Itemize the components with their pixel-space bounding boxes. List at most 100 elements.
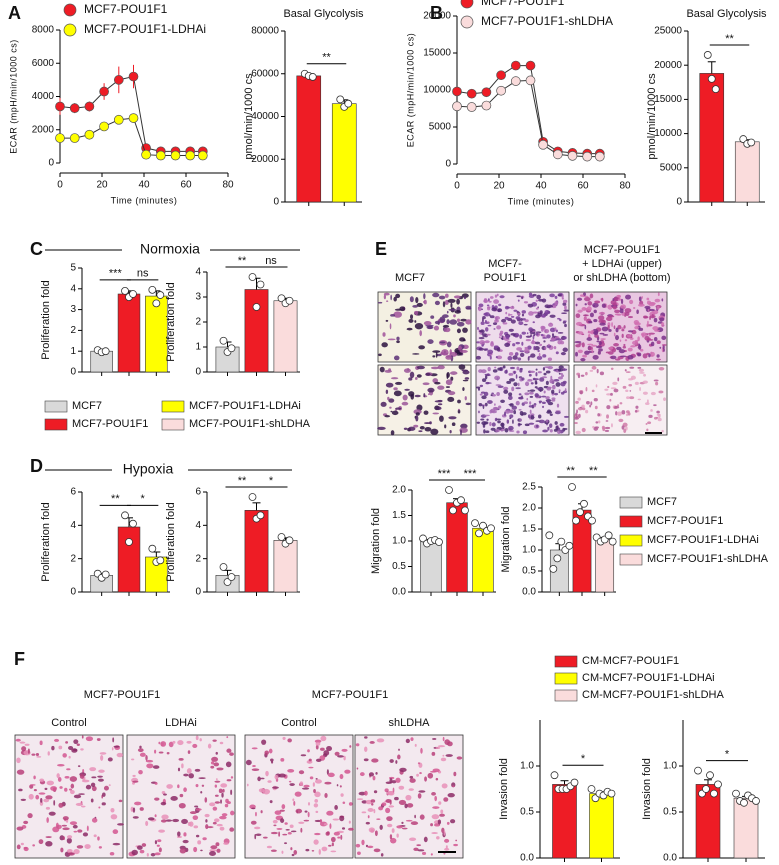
texture <box>529 409 532 414</box>
replicate-point <box>576 508 584 517</box>
y-tick-label: 0.5 <box>522 566 536 577</box>
texture <box>504 316 509 320</box>
texture <box>562 347 568 353</box>
texture <box>528 327 533 332</box>
texture <box>624 369 627 372</box>
texture <box>657 417 662 422</box>
texture <box>504 342 511 347</box>
texture <box>480 369 487 374</box>
texture <box>587 343 594 346</box>
texture <box>386 300 389 302</box>
texture <box>642 391 648 395</box>
texture <box>516 366 520 371</box>
texture <box>616 411 622 416</box>
texture <box>23 846 29 852</box>
texture <box>404 803 408 809</box>
texture <box>479 340 486 345</box>
texture <box>613 343 619 347</box>
texture <box>508 372 514 376</box>
texture <box>456 321 465 327</box>
texture <box>16 826 24 831</box>
texture <box>20 798 27 801</box>
texture <box>40 797 43 803</box>
texture <box>58 745 63 750</box>
texture <box>261 739 267 745</box>
texture <box>395 407 402 410</box>
texture <box>417 793 422 799</box>
texture <box>625 371 631 373</box>
texture <box>617 377 620 382</box>
texture <box>28 793 34 800</box>
texture <box>547 401 554 406</box>
texture <box>575 344 581 348</box>
y-tick-label: 3 <box>70 304 76 315</box>
legend-swatch <box>44 400 68 413</box>
texture <box>307 749 310 753</box>
texture <box>177 784 180 789</box>
texture <box>446 821 450 825</box>
texture <box>621 328 625 332</box>
texture <box>459 349 468 353</box>
texture <box>541 401 546 405</box>
texture <box>414 320 417 323</box>
texture <box>216 848 221 853</box>
texture <box>489 355 492 360</box>
texture <box>536 294 542 300</box>
texture <box>287 738 292 743</box>
texture <box>501 318 507 323</box>
texture <box>64 787 68 792</box>
texture <box>410 737 414 741</box>
texture <box>444 424 447 429</box>
replicate-point <box>156 291 165 299</box>
texture <box>250 820 257 825</box>
texture <box>91 785 97 792</box>
texture <box>493 328 496 330</box>
texture <box>85 736 94 742</box>
data-point <box>99 86 109 97</box>
texture <box>612 305 617 310</box>
texture <box>430 853 433 856</box>
texture <box>629 299 634 305</box>
texture <box>401 401 409 406</box>
texture <box>587 301 593 306</box>
texture <box>514 352 519 356</box>
texture <box>553 379 560 382</box>
texture <box>110 807 115 813</box>
data-point <box>185 150 196 161</box>
texture <box>323 750 330 756</box>
texture <box>314 799 319 803</box>
texture <box>648 308 655 312</box>
texture <box>537 349 540 353</box>
texture <box>480 321 485 326</box>
texture <box>160 801 167 806</box>
texture <box>554 392 559 396</box>
texture <box>19 741 26 744</box>
replicate-point <box>475 529 483 538</box>
texture <box>348 802 353 806</box>
legend-swatch <box>161 418 185 431</box>
texture <box>478 330 484 333</box>
texture <box>380 853 384 857</box>
texture <box>315 810 319 813</box>
texture <box>216 767 224 771</box>
texture <box>503 411 506 416</box>
texture <box>494 403 496 406</box>
texture <box>413 847 419 852</box>
texture <box>97 775 103 778</box>
texture <box>586 401 590 405</box>
texture <box>521 341 524 346</box>
texture <box>509 403 514 407</box>
texture <box>385 389 389 395</box>
texture <box>606 393 612 396</box>
texture <box>597 350 601 355</box>
texture <box>606 316 613 322</box>
texture <box>485 430 490 434</box>
texture <box>574 421 578 424</box>
texture <box>93 834 97 838</box>
texture <box>110 814 118 820</box>
texture <box>414 394 421 398</box>
texture <box>402 394 408 401</box>
x-tick-label: 60 <box>577 181 589 192</box>
texture <box>388 398 395 403</box>
texture <box>192 815 199 821</box>
